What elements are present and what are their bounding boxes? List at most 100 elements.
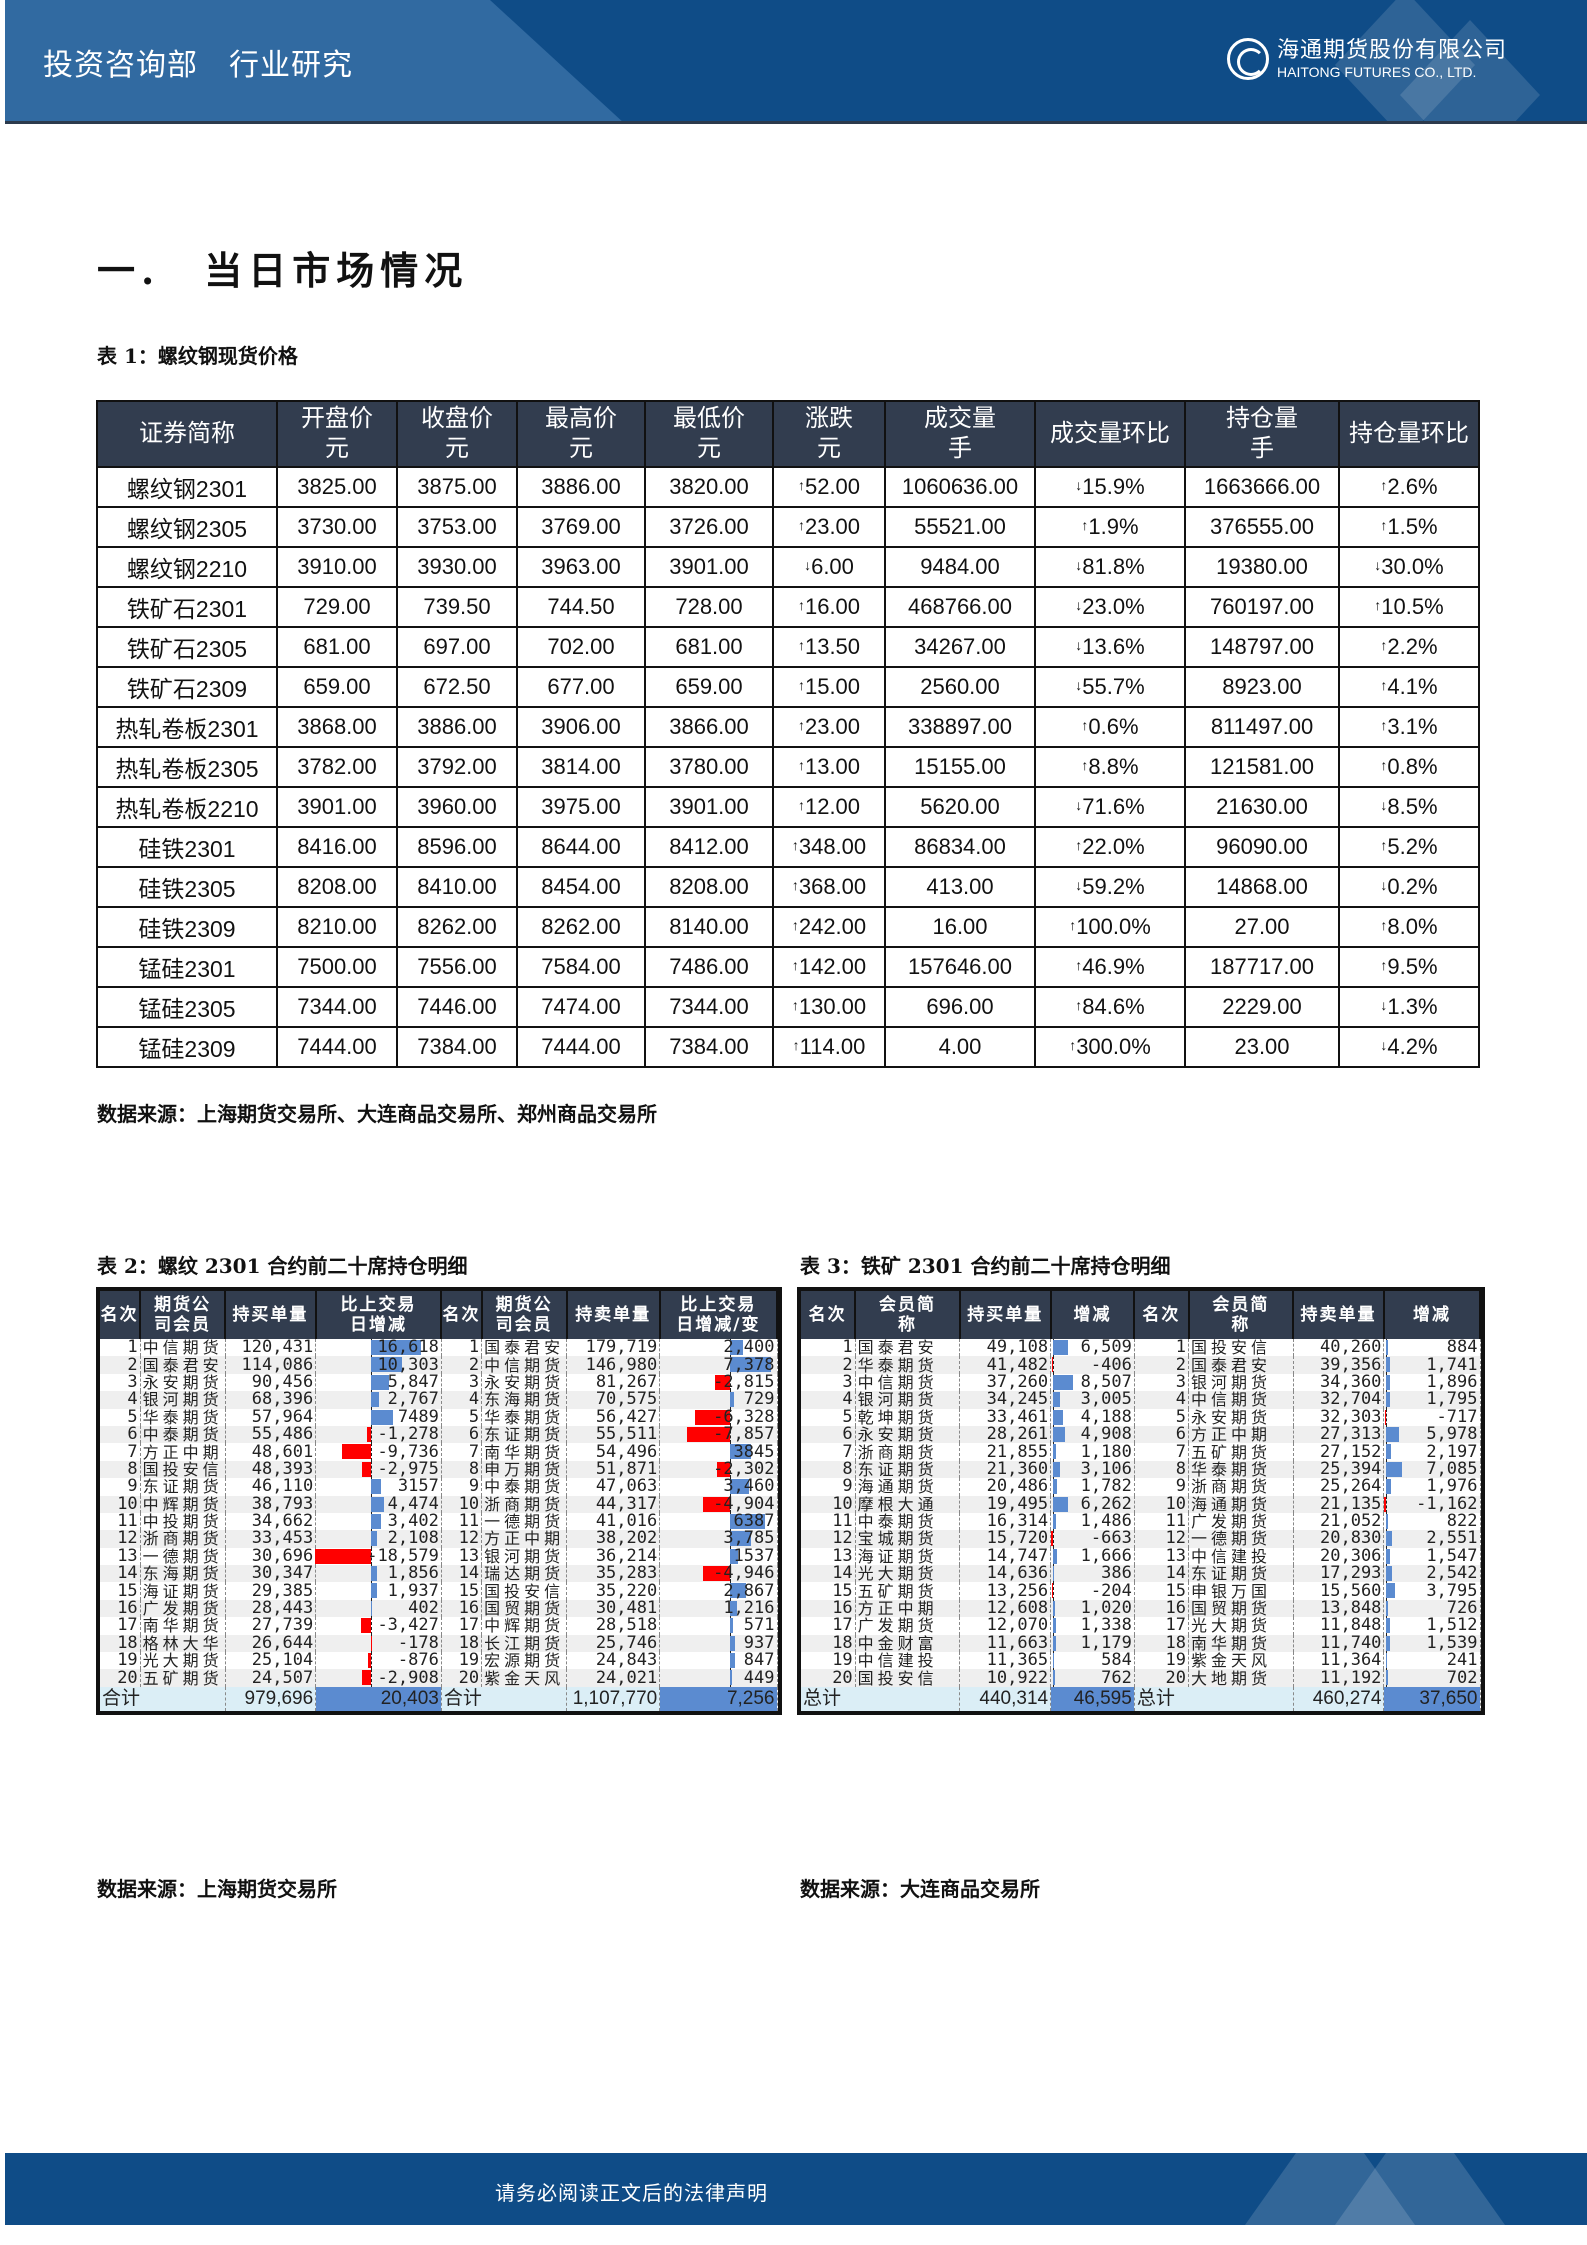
cell-value: 1,896 — [1426, 1371, 1478, 1392]
cell-rank: 1 — [1134, 1338, 1190, 1357]
cell-rank: 3 — [801, 1373, 856, 1392]
increase-bar — [371, 1566, 377, 1582]
cell-vol: 4.00 — [884, 1026, 1036, 1068]
cell-sell-change: -4,904 — [659, 1495, 778, 1513]
cell-value: 4.2% — [1387, 1034, 1438, 1059]
cell-buy-change: 4,474 — [315, 1493, 442, 1514]
cell-sell-member: 一德期货 — [481, 1513, 568, 1531]
cell-rank: 1 — [441, 1338, 483, 1357]
cell-value: 884 — [1446, 1337, 1478, 1358]
cell-value: 5,847 — [387, 1371, 439, 1392]
decrease-bar — [686, 1426, 730, 1442]
table-row: 铁矿石2305 681.00 697.00 702.00 681.00 ↑13.50 342… — [96, 626, 1480, 668]
cell-buy-change: 7489 — [315, 1408, 442, 1426]
cell-buy-volume: 29,385 — [225, 1582, 317, 1600]
bar-axis — [1386, 1495, 1388, 1513]
cell-sell-member: 中信期货 — [481, 1356, 568, 1374]
cell-value: 10,303 — [377, 1354, 439, 1375]
bar-axis — [729, 1565, 731, 1583]
cell-chg: ↑130.00 — [772, 986, 886, 1028]
cell-value: 4,474 — [387, 1493, 439, 1514]
cell-buy-member: 中泰期货 — [855, 1513, 961, 1531]
column-header: 名次 — [441, 1291, 483, 1339]
cell-rank: 6 — [801, 1425, 856, 1444]
arrow-down-icon: ↓ — [1380, 877, 1388, 893]
legal-disclaimer-link[interactable]: 请务必阅读正文后的法律声明 — [495, 2181, 768, 2205]
cell-vol: 338897.00 — [884, 706, 1036, 748]
cell-value: 1.9% — [1088, 514, 1139, 539]
cell-buy-change: 1,338 — [1050, 1617, 1135, 1635]
cell-oi: 187717.00 — [1184, 946, 1340, 988]
cell-buy-volume: 25,104 — [225, 1652, 317, 1670]
cell-buy-volume: 28,261 — [959, 1425, 1052, 1444]
cell-value: 1537 — [733, 1545, 775, 1566]
increase-bar — [1052, 1513, 1057, 1529]
cell-sell-volume: 27,313 — [1293, 1425, 1385, 1444]
cell-buy-change: 4,908 — [1050, 1426, 1135, 1444]
cell-sell-volume: 146,980 — [566, 1356, 661, 1374]
cell-open: 3782.00 — [276, 746, 398, 788]
cell-rank: 6 — [441, 1425, 483, 1444]
arrow-up-icon: ↑ — [791, 837, 799, 853]
bar-axis — [1052, 1356, 1054, 1374]
cell-value: 22.0% — [1082, 834, 1145, 859]
rebar-top20-table: 名次 期货公 司会员 持买单量 比上交易 日增减 名次 期货公 司会员 持卖单量 比上交易 日增减/变… — [96, 1287, 782, 1715]
cell-rank: 12 — [441, 1530, 483, 1548]
cell-rank: 5 — [441, 1408, 483, 1426]
cell-buy-volume: 46,110 — [225, 1478, 317, 1496]
increase-bar — [729, 1513, 766, 1529]
cell-sell-change: 5,978 — [1383, 1426, 1481, 1444]
cell-rank: 17 — [801, 1617, 856, 1635]
cell-value: 6,509 — [1080, 1337, 1132, 1358]
cell-value: 2.6% — [1387, 474, 1438, 499]
cell-buy-member: 国泰君安 — [140, 1356, 226, 1374]
decrease-bar — [1384, 1409, 1387, 1425]
cell-rank: 17 — [1134, 1617, 1190, 1635]
cell-sell-member: 国投安信 — [1188, 1339, 1294, 1357]
cell-sell-volume: 30,481 — [566, 1599, 661, 1618]
cell-name: 螺纹钢2301 — [96, 466, 278, 508]
cell-sell-member: 一德期货 — [1188, 1530, 1294, 1548]
increase-bar — [729, 1340, 744, 1355]
cell-buy-volume: 11,663 — [959, 1634, 1052, 1653]
cell-value: -204 — [1090, 1580, 1132, 1601]
cell-rank: 19 — [801, 1652, 856, 1670]
arrow-up-icon: ↑ — [1380, 677, 1388, 693]
table-row: 8 国投安信 48,393 -2,975 8 申万期货 51,871 -2,302 — [100, 1460, 778, 1479]
bar-axis — [1386, 1408, 1388, 1426]
cell-value: 2,551 — [1426, 1528, 1478, 1549]
cell-rank: 11 — [100, 1512, 141, 1531]
cell-oi_chg: ↑2.2% — [1338, 626, 1480, 668]
cell-sell-volume: 11,192 — [1293, 1669, 1385, 1687]
cell-rank: 5 — [100, 1408, 141, 1426]
cell-chg: ↑12.00 — [772, 786, 886, 828]
cell-sell-volume: 11,740 — [1293, 1634, 1385, 1653]
cell-rank: 14 — [1134, 1565, 1190, 1583]
cell-sell-change: 7,085 — [1383, 1460, 1481, 1479]
cell-oi: 148797.00 — [1184, 626, 1340, 668]
arrow-up-icon: ↑ — [1380, 837, 1388, 853]
cell-rank: 20 — [1134, 1669, 1190, 1687]
increase-bar — [1052, 1392, 1060, 1408]
cell-sell-change: 702 — [1383, 1669, 1481, 1687]
cell-buy-change: -178 — [315, 1634, 442, 1653]
section-title: 一. 当日市场情况 — [97, 248, 469, 293]
column-header: 收盘价元 — [396, 400, 518, 468]
cell-vol_chg: ↓15.9% — [1034, 466, 1186, 508]
cell-rank: 18 — [441, 1634, 483, 1653]
cell-rank: 14 — [801, 1565, 856, 1583]
table-row: 热轧卷板2305 3782.00 3792.00 3814.00 3780.00 ↑13.… — [96, 746, 1480, 788]
cell-buy-change: 386 — [1050, 1565, 1135, 1583]
cell-close: 3875.00 — [396, 466, 518, 508]
cell-sell-change: 2,542 — [1383, 1565, 1481, 1583]
increase-bar — [1386, 1670, 1388, 1686]
cell-close: 8262.00 — [396, 906, 518, 948]
cell-oi: 121581.00 — [1184, 746, 1340, 788]
cell-sell-member: 紫金天风 — [481, 1669, 568, 1687]
table2-source: 数据来源：上海期货交易所 — [97, 1877, 337, 1901]
cell-sell-change: 1,896 — [1383, 1371, 1481, 1392]
cell-value: 0.2% — [1387, 874, 1438, 899]
increase-bar — [1386, 1548, 1390, 1564]
cell-buy-volume: 11,365 — [959, 1652, 1052, 1670]
cell-sell-member: 银河期货 — [1188, 1374, 1294, 1392]
